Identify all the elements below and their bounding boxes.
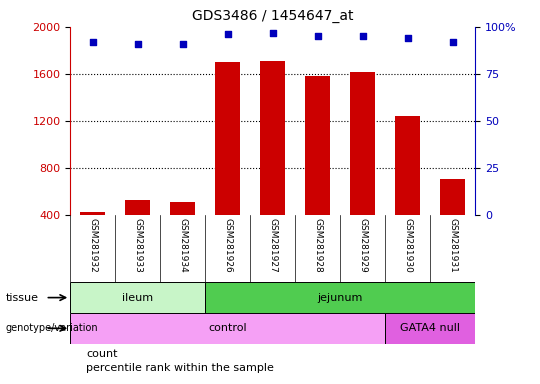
Text: GSM281931: GSM281931 <box>448 218 457 273</box>
Bar <box>170 202 195 215</box>
Bar <box>125 200 150 215</box>
Bar <box>395 116 420 215</box>
Bar <box>70 282 205 313</box>
Text: count: count <box>86 349 118 359</box>
Text: GSM281930: GSM281930 <box>403 218 412 273</box>
Text: GSM281934: GSM281934 <box>178 218 187 273</box>
Text: control: control <box>208 323 247 333</box>
Text: ileum: ileum <box>122 293 153 303</box>
Bar <box>80 212 105 215</box>
Bar <box>305 76 330 215</box>
Text: GSM281928: GSM281928 <box>313 218 322 273</box>
Bar <box>385 313 475 344</box>
Bar <box>440 179 465 215</box>
Text: tissue: tissue <box>5 293 38 303</box>
Text: GSM281926: GSM281926 <box>223 218 232 273</box>
Point <box>403 35 412 41</box>
Point <box>133 41 142 47</box>
Bar <box>205 282 475 313</box>
Bar <box>215 62 240 215</box>
Point <box>178 41 187 47</box>
Point <box>313 33 322 40</box>
Text: GSM281933: GSM281933 <box>133 218 142 273</box>
Bar <box>70 313 385 344</box>
Bar <box>350 71 375 215</box>
Point <box>448 39 457 45</box>
Text: percentile rank within the sample: percentile rank within the sample <box>86 363 274 373</box>
Text: GATA4 null: GATA4 null <box>400 323 460 333</box>
Text: GSM281927: GSM281927 <box>268 218 277 273</box>
Point <box>268 30 277 36</box>
Text: jejunum: jejunum <box>318 293 363 303</box>
Text: GSM281932: GSM281932 <box>88 218 97 273</box>
Point <box>359 33 367 40</box>
Text: GSM281929: GSM281929 <box>358 218 367 273</box>
Text: genotype/variation: genotype/variation <box>5 323 98 333</box>
Point <box>224 31 232 38</box>
Bar <box>260 61 285 215</box>
Title: GDS3486 / 1454647_at: GDS3486 / 1454647_at <box>192 9 354 23</box>
Point <box>89 39 97 45</box>
